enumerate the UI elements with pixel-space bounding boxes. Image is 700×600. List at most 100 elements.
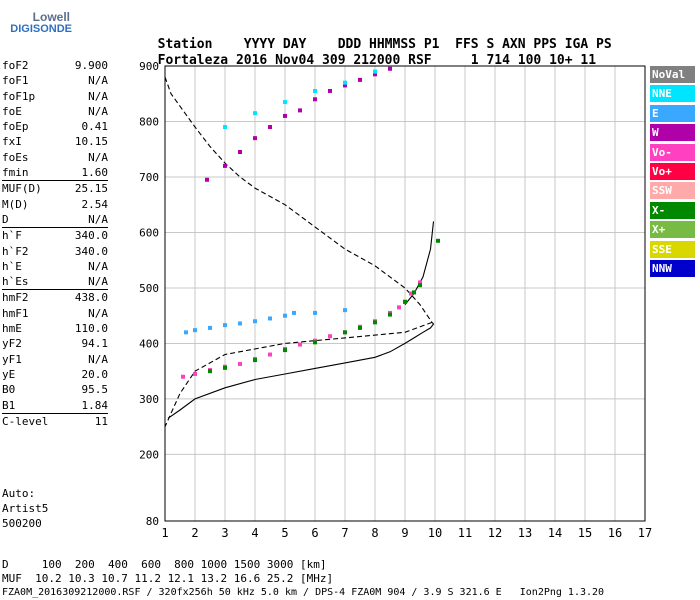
header-label: DDD: [337, 37, 362, 52]
param-label: fmin: [2, 166, 29, 180]
echo-point-nne: [223, 125, 227, 130]
echo-point-w: [298, 108, 302, 113]
header-labels: Station YYYY DAY DDD HHMMSS P1 FFS S AXN…: [142, 22, 612, 52]
echo-point-vo-: [238, 361, 242, 366]
echo-point-e: [253, 319, 257, 324]
header-label: YYYY: [243, 37, 276, 52]
echo-point-x-: [253, 358, 257, 363]
echo-point-x-: [313, 340, 317, 345]
echo-point-x-: [223, 365, 227, 370]
x-tick-label: 6: [311, 526, 318, 540]
param-label: C-level: [2, 414, 49, 428]
param-value: N/A: [88, 352, 108, 366]
legend-item: E: [650, 104, 695, 122]
param-value: N/A: [88, 306, 108, 320]
param-label: foE: [2, 104, 22, 118]
y-tick-label: 700: [139, 171, 159, 184]
y-tick-label: 200: [139, 448, 159, 461]
param-label: h`F: [2, 229, 22, 243]
header-value: Fortaleza: [157, 53, 229, 68]
echo-point-w: [373, 72, 377, 77]
echo-point-w: [238, 150, 242, 155]
param-label: foF1: [2, 74, 29, 88]
header-label: PPS: [533, 37, 557, 52]
echo-point-nne: [373, 69, 377, 74]
auto-scaling-info: Auto: Artist5 500200: [2, 486, 48, 531]
param-value: N/A: [88, 275, 108, 289]
x-tick-label: 2: [191, 526, 198, 540]
dashed-trace-line: [164, 76, 433, 323]
footer-file-info: FZA0M_2016309212000.RSF / 320fx256h 50 k…: [2, 587, 605, 598]
legend-item: SSE: [650, 240, 695, 258]
chart-points: [181, 66, 440, 379]
param-row: foF2 9.900: [2, 58, 108, 73]
echo-point-w: [328, 88, 332, 93]
echo-point-w: [268, 125, 272, 130]
y-tick-label: 900: [139, 60, 159, 73]
param-value: 110.0: [74, 322, 108, 336]
param-row: yE 20.0: [2, 367, 108, 382]
header-value: 212000: [353, 53, 401, 68]
echo-point-vo-: [298, 342, 302, 347]
param-value: 0.41: [81, 120, 109, 134]
solid-trace-line: [404, 221, 435, 305]
header-value: 1: [470, 53, 479, 68]
auto-line: 500200: [2, 517, 42, 530]
param-value: 1.60: [81, 166, 109, 180]
param-label: hmE: [2, 322, 22, 336]
echo-point-vo-: [268, 352, 272, 357]
param-value: 340.0: [74, 229, 108, 243]
header-value: Nov04: [275, 53, 315, 68]
param-row: foE N/A: [2, 104, 108, 119]
y-tick-label: 500: [139, 282, 159, 295]
auto-line: Auto:: [2, 487, 36, 500]
polarization-legend: NoVal NNE E W Vo- Vo+ SSW X- X+ SSE NNW: [650, 66, 695, 279]
param-label: M(D): [2, 197, 29, 211]
header-label: AXN: [502, 37, 526, 52]
legend-item: X+: [650, 221, 695, 239]
param-row: M(D) 2.54: [2, 197, 108, 212]
param-label: B0: [2, 383, 16, 397]
param-label: h`E: [2, 259, 22, 273]
x-tick-label: 16: [608, 526, 622, 540]
param-value: 438.0: [74, 291, 108, 305]
y-tick-label: 400: [139, 337, 159, 350]
echo-point-e: [292, 310, 296, 315]
x-tick-label: 15: [578, 526, 592, 540]
echo-point-w: [313, 97, 317, 102]
echo-point-x-: [436, 238, 440, 243]
param-value: 340.0: [74, 244, 108, 258]
param-row: D N/A: [2, 212, 108, 227]
param-label: yF1: [2, 352, 22, 366]
param-label: foF2: [2, 59, 29, 72]
x-tick-label: 8: [371, 526, 378, 540]
logo-line1: Lowell: [32, 10, 70, 24]
param-row: foEp 0.41: [2, 119, 108, 134]
header-value: 2016: [235, 53, 268, 68]
x-tick-label: 9: [401, 526, 408, 540]
param-label: fxI: [2, 135, 22, 149]
header-label: HHMMSS: [369, 37, 416, 52]
x-tick-label: 5: [281, 526, 288, 540]
echo-point-x-: [388, 312, 392, 317]
param-value: 11: [94, 414, 108, 428]
echo-point-w: [283, 113, 287, 118]
echo-point-x-: [343, 330, 347, 335]
y-tick-label: 800: [139, 115, 159, 128]
param-value: 9.900: [74, 59, 108, 72]
param-row: h`F 340.0: [2, 227, 108, 243]
auto-line: Artist5: [2, 502, 49, 515]
echo-point-x-: [358, 325, 362, 330]
echo-point-x-: [418, 283, 422, 288]
param-row: fxI 10.15: [2, 134, 108, 149]
param-row: h`Es N/A: [2, 274, 108, 289]
echo-point-x-: [373, 320, 377, 325]
legend-item: W: [650, 124, 695, 142]
echo-point-vo-: [193, 371, 197, 376]
echo-point-nne: [343, 80, 347, 85]
param-label: yF2: [2, 337, 22, 351]
param-value: N/A: [88, 89, 108, 103]
header-label: Station: [157, 37, 213, 52]
echo-point-x-: [283, 348, 287, 353]
